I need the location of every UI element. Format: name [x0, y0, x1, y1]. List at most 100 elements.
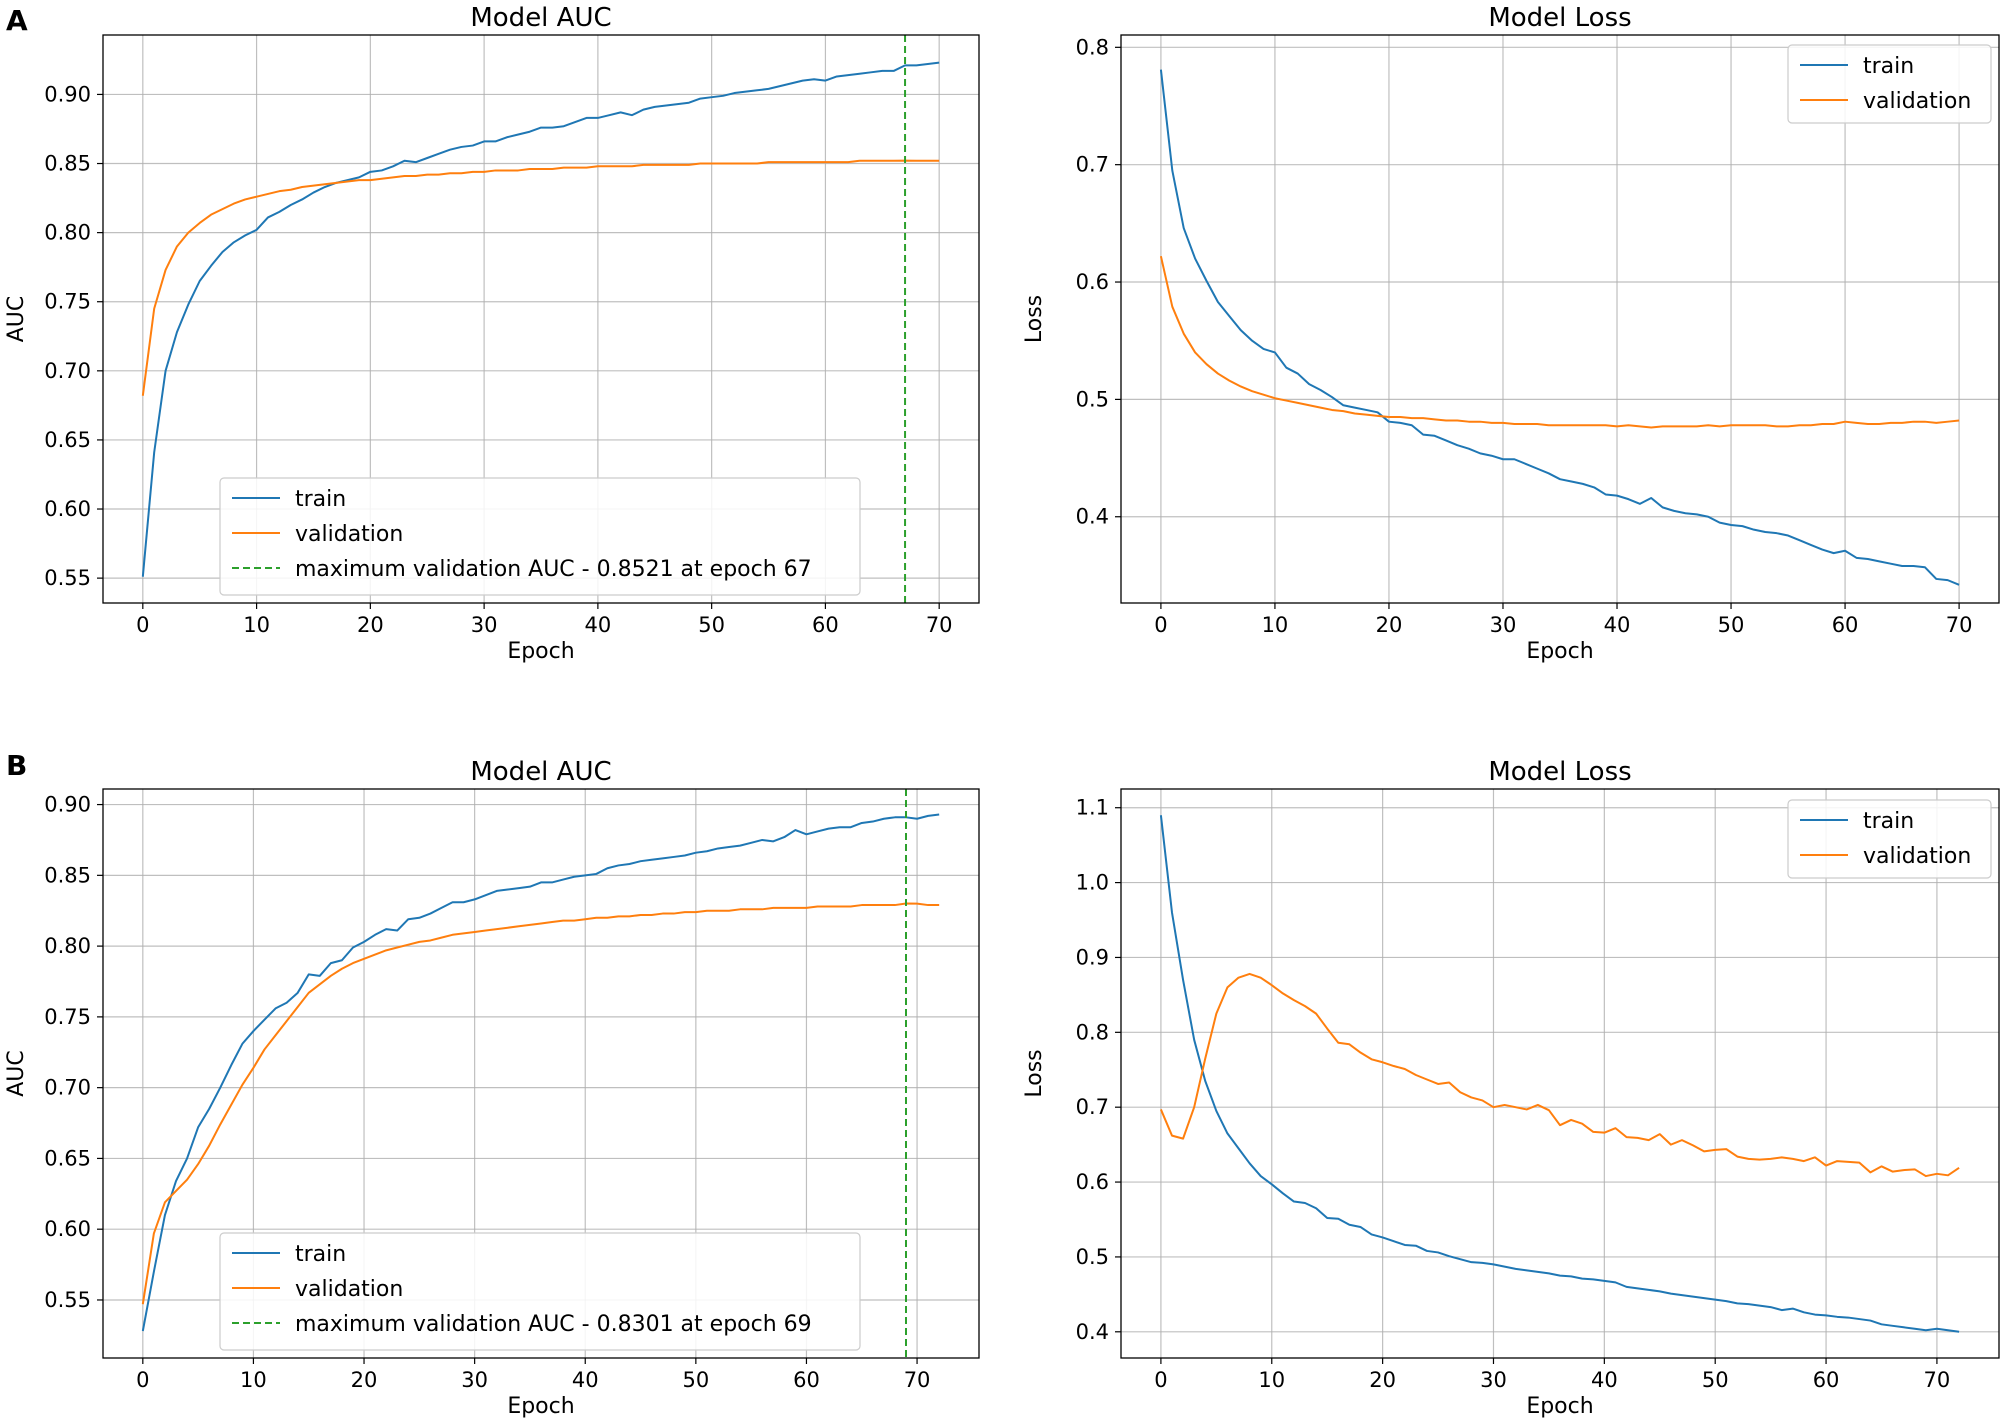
y-tick-label: 0.4 [1076, 505, 1109, 529]
y-tick-label: 0.90 [44, 82, 91, 106]
y-axis-label: Loss [1022, 1049, 1047, 1097]
series-line-validation [141, 902, 940, 1305]
axes-frame [1120, 788, 2000, 1359]
y-tick-label: 0.5 [1076, 387, 1109, 411]
x-tick-label: 20 [357, 613, 384, 637]
x-tick-label: 10 [1262, 613, 1289, 637]
chart-b-model-loss: 0 10 20 30 40 50 60 70 0.4 0.5 0.6 0.7 0.8 0.9 1.0 1.1 M… [1022, 757, 2000, 1419]
axes-frame [1120, 34, 2000, 604]
y-tick-label: 1.0 [1076, 871, 1109, 895]
x-tick-label: 40 [1591, 1368, 1618, 1392]
x-tick-label: 0 [1154, 1368, 1167, 1392]
x-tick-label: 10 [1258, 1368, 1285, 1392]
y-tick-label: 0.85 [44, 152, 91, 176]
x-tick-label: 50 [698, 613, 725, 637]
series-line-validation [141, 159, 940, 396]
series-line-train [1159, 69, 1960, 586]
y-tick-label: 0.75 [44, 1005, 91, 1029]
legend-label: validation [1863, 844, 1971, 869]
legend-label: train [295, 1242, 346, 1267]
x-tick-label: 70 [1924, 1368, 1951, 1392]
y-axis-label: AUC [4, 1050, 29, 1097]
legend: train validation [1787, 799, 1992, 879]
x-tick-label: 20 [1376, 613, 1403, 637]
y-tick-label: 0.90 [44, 793, 91, 817]
x-tick-label: 40 [585, 613, 612, 637]
series-line-train [141, 61, 940, 577]
legend-label: maximum validation AUC - 0.8301 at epoch… [295, 1312, 812, 1337]
y-tick-label: 0.70 [44, 359, 91, 383]
x-axis-label: Epoch [1526, 1394, 1593, 1419]
y-tick-label: 0.5 [1076, 1245, 1109, 1269]
x-tick-label: 70 [904, 1368, 931, 1392]
y-tick-label: 0.65 [44, 428, 91, 452]
x-tick-label: 20 [351, 1368, 378, 1392]
chart-title: Model AUC [470, 3, 611, 33]
x-tick-label: 60 [1813, 1368, 1840, 1392]
chart-a-model-auc: 0 10 20 30 40 50 60 70 0.55 0.60 0.65 0.70 0.75 0.80 0… [4, 3, 980, 664]
y-tick-label: 0.60 [44, 497, 91, 521]
legend-box [219, 477, 861, 596]
series-line-validation [1159, 255, 1960, 429]
chart-b-model-auc: 0 10 20 30 40 50 60 70 0.55 0.60 0.65 0.70 0.75 0.80 0… [4, 757, 980, 1419]
chart-a-model-loss: 0 10 20 30 40 50 60 70 0.4 0.5 0.6 0.7 0.8 Model Loss… [1022, 3, 2000, 664]
y-tick-label: 0.80 [44, 934, 91, 958]
x-tick-label: 40 [572, 1368, 599, 1392]
y-tick-label: 0.6 [1076, 1170, 1109, 1194]
legend-label: validation [1863, 89, 1971, 114]
y-tick-label: 0.4 [1076, 1320, 1109, 1344]
y-tick-label: 0.60 [44, 1217, 91, 1241]
y-axis-label: AUC [4, 296, 29, 343]
chart-title: Model Loss [1488, 3, 1631, 33]
x-tick-label: 70 [1946, 613, 1973, 637]
y-tick-label: 0.65 [44, 1146, 91, 1170]
x-tick-label: 50 [1702, 1368, 1729, 1392]
x-tick-label: 30 [1490, 613, 1517, 637]
y-tick-label: 1.1 [1076, 796, 1109, 820]
y-tick-label: 0.55 [44, 1288, 91, 1312]
x-tick-label: 50 [682, 1368, 709, 1392]
x-tick-label: 30 [1480, 1368, 1507, 1392]
legend-label: train [1863, 54, 1914, 79]
y-axis-label: Loss [1022, 295, 1047, 343]
axes-frame [102, 34, 980, 604]
y-tick-label: 0.8 [1076, 1020, 1109, 1044]
chart-title: Model Loss [1488, 757, 1631, 787]
y-tick-label: 0.8 [1076, 35, 1109, 59]
y-tick-label: 0.75 [44, 290, 91, 314]
x-tick-label: 10 [243, 613, 270, 637]
x-tick-label: 50 [1718, 613, 1745, 637]
y-tick-label: 0.7 [1076, 153, 1109, 177]
x-tick-label: 60 [812, 613, 839, 637]
x-tick-label: 0 [136, 613, 149, 637]
y-tick-label: 0.55 [44, 566, 91, 590]
y-tick-label: 0.6 [1076, 270, 1109, 294]
legend-label: train [1863, 809, 1914, 834]
legend-label: validation [295, 1277, 403, 1302]
axes-frame [102, 788, 980, 1359]
legend-label: maximum validation AUC - 0.8521 at epoch… [295, 557, 812, 582]
x-tick-label: 0 [1154, 613, 1167, 637]
series-line-train [141, 813, 940, 1332]
legend-label: validation [295, 522, 403, 547]
x-axis-label: Epoch [507, 1394, 574, 1419]
y-tick-label: 0.80 [44, 221, 91, 245]
x-tick-label: 30 [461, 1368, 488, 1392]
x-axis-label: Epoch [507, 639, 574, 664]
x-tick-label: 60 [1832, 613, 1859, 637]
legend-box [219, 1232, 861, 1351]
legend: train validation maximum validation AUC - … [219, 477, 861, 596]
panel-label-a: A [6, 4, 28, 37]
x-tick-label: 20 [1369, 1368, 1396, 1392]
legend-label: train [295, 487, 346, 512]
series-line-train [1159, 815, 1960, 1333]
chart-title: Model AUC [470, 757, 611, 787]
x-tick-label: 40 [1604, 613, 1631, 637]
x-tick-label: 60 [793, 1368, 820, 1392]
legend: train validation maximum validation AUC - … [219, 1232, 861, 1351]
panel-label-b: B [6, 749, 27, 782]
y-tick-label: 0.85 [44, 863, 91, 887]
x-tick-label: 30 [471, 613, 498, 637]
x-tick-label: 0 [136, 1368, 149, 1392]
